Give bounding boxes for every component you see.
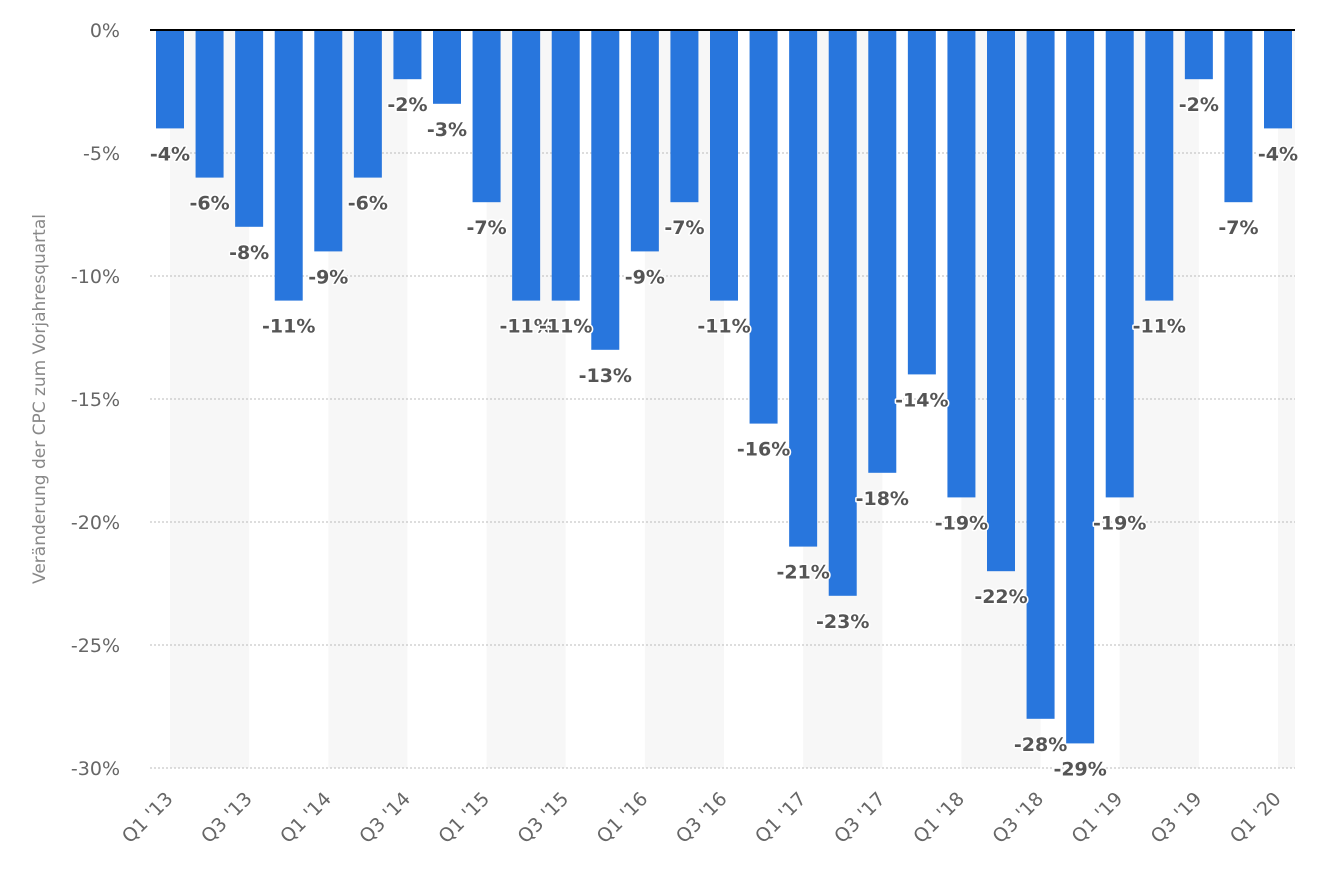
data-label: -14%: [895, 389, 948, 411]
x-tick-label: Q1 '14: [276, 788, 336, 848]
y-axis-label: Veränderung der CPC zum Vorjahresquartal: [30, 214, 50, 584]
data-label: -16%: [737, 439, 790, 461]
data-label: -2%: [387, 94, 427, 116]
data-label: -7%: [1218, 217, 1258, 239]
x-tick-label: Q1 '19: [1068, 788, 1128, 848]
bar: [630, 30, 659, 252]
y-tick-label: -20%: [71, 512, 120, 534]
data-label: -9%: [308, 266, 348, 288]
bar: [710, 30, 738, 301]
data-label: -9%: [625, 266, 665, 288]
bar: [987, 30, 1015, 572]
y-tick-label: 0%: [90, 20, 120, 42]
x-tick-label: Q3 '17: [830, 788, 890, 848]
data-label: -6%: [189, 193, 229, 215]
bar: [433, 30, 461, 104]
data-label: -11%: [1133, 316, 1186, 338]
bar: [235, 30, 264, 227]
y-tick-label: -30%: [71, 758, 120, 780]
data-label: -19%: [935, 512, 988, 534]
data-label: -18%: [856, 488, 909, 510]
bar: [670, 30, 699, 203]
y-tick-label: -25%: [71, 635, 120, 657]
x-tick-label: Q1 '20: [1226, 788, 1286, 848]
bar: [472, 30, 501, 203]
data-label: -11%: [697, 316, 750, 338]
x-tick-label: Q1 '16: [593, 788, 653, 848]
bar: [551, 30, 580, 301]
data-label: -19%: [1093, 512, 1146, 534]
data-label: -11%: [262, 316, 315, 338]
bar: [512, 30, 541, 301]
bar: [1066, 30, 1095, 744]
bars: [156, 30, 1292, 744]
bar: [1026, 30, 1055, 719]
x-tick-label: Q3 '19: [1147, 788, 1207, 848]
data-label: -29%: [1053, 758, 1106, 780]
x-tick-label: Q3 '15: [514, 788, 574, 848]
data-label: -7%: [664, 217, 704, 239]
bar: [1264, 30, 1292, 129]
data-label: -22%: [974, 586, 1027, 608]
bar: [907, 30, 936, 375]
bar: [789, 30, 818, 547]
bar: [947, 30, 976, 498]
bar: [1145, 30, 1174, 301]
bar: [1224, 30, 1253, 203]
bar: [393, 30, 422, 80]
bar: [1184, 30, 1213, 80]
x-tick-label: Q3 '13: [197, 788, 257, 848]
y-tick-label: -10%: [71, 266, 120, 288]
bar: [828, 30, 857, 596]
bar: [591, 30, 620, 350]
data-label: -4%: [150, 143, 190, 165]
x-tick-label: Q3 '16: [672, 788, 732, 848]
x-tick-label: Q3 '18: [988, 788, 1048, 848]
x-tick-label: Q1 '17: [751, 788, 811, 848]
data-label: -21%: [776, 562, 829, 584]
bar: [195, 30, 224, 178]
data-label: -4%: [1258, 143, 1298, 165]
x-tick-label: Q1 '13: [118, 788, 178, 848]
data-labels: -4%-6%-8%-11%-9%-6%-2%-3%-7%-11%-11%-13%…: [148, 93, 1299, 782]
y-axis-ticks: 0% -5% -10% -15% -20% -25% -30%: [71, 20, 120, 780]
x-tick-label: Q3 '14: [355, 788, 415, 848]
data-label: -8%: [229, 242, 269, 264]
data-label: -23%: [816, 611, 869, 633]
data-label: -11%: [499, 316, 552, 338]
bar: [353, 30, 382, 178]
x-tick-label: Q1 '18: [909, 788, 969, 848]
bar: [749, 30, 778, 424]
bar: [314, 30, 343, 252]
y-tick-label: -5%: [83, 143, 120, 165]
x-tick-label: Q1 '15: [434, 788, 494, 848]
bar: [1105, 30, 1134, 498]
data-label: -2%: [1179, 94, 1219, 116]
x-axis-ticks: Q1 '13 Q3 '13 Q1 '14 Q3 '14 Q1 '15 Q3 '15 Q1 '…: [118, 788, 1286, 848]
y-tick-label: -15%: [71, 389, 120, 411]
bar: [868, 30, 897, 473]
data-label: -7%: [466, 217, 506, 239]
data-label: -6%: [348, 193, 388, 215]
bar: [156, 30, 184, 129]
data-label: -28%: [1014, 734, 1067, 756]
data-label: -13%: [579, 365, 632, 387]
data-label: -11%: [539, 316, 592, 338]
data-label: -3%: [427, 119, 467, 141]
bar: [274, 30, 303, 301]
